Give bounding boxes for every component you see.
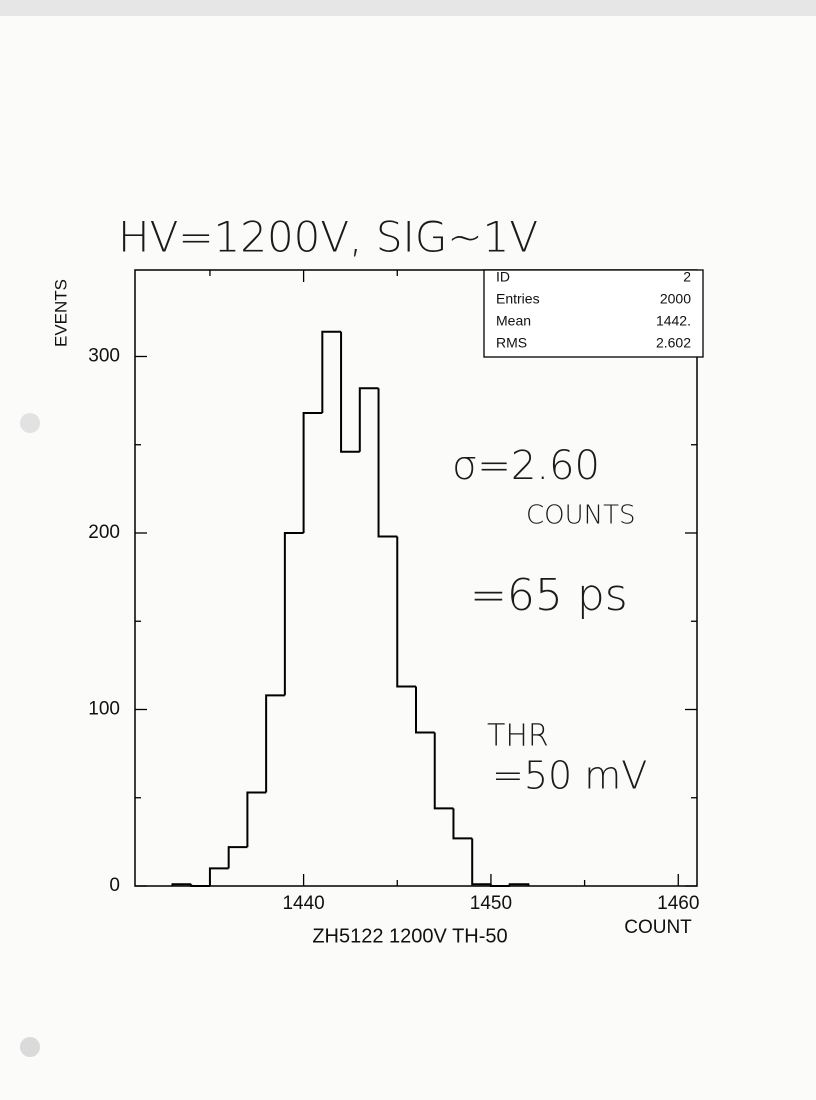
stats-label: ID	[496, 269, 510, 285]
histogram-bin	[283, 531, 304, 696]
histogram-bin	[265, 694, 285, 793]
stats-value: 2000	[660, 291, 691, 307]
histogram-bin	[190, 884, 210, 887]
histogram-bin	[227, 846, 248, 869]
stats-value: 1442.	[656, 313, 691, 329]
handwritten-note: σ=2.60	[452, 443, 600, 489]
handwritten-note: HV=1200V, SIG~1V	[118, 213, 538, 262]
histogram-bin	[489, 884, 510, 887]
histogram-bin	[358, 387, 379, 452]
x-axis-label: COUNT	[624, 917, 692, 938]
scan-edge	[0, 0, 816, 16]
stats-label: Mean	[496, 313, 531, 329]
stats-label: RMS	[496, 335, 527, 351]
punch-hole	[20, 1037, 40, 1057]
stats-value: 2.602	[656, 335, 691, 351]
handwritten-note: COUNTS	[526, 501, 635, 531]
x-tick-label: 1450	[470, 893, 512, 914]
y-tick-label: 100	[88, 699, 120, 720]
x-tick-label: 1460	[657, 893, 699, 914]
histogram-bin	[508, 883, 530, 886]
handwritten-note: =65 ps	[470, 570, 628, 621]
punch-hole	[20, 413, 40, 433]
handwritten-note: =50 mV	[492, 754, 647, 798]
plot-frame	[134, 269, 698, 887]
histogram-bin	[433, 732, 454, 810]
histogram-bin	[208, 867, 229, 886]
histogram-bin	[377, 388, 398, 538]
histogram-bin	[396, 536, 416, 688]
y-tick-label: 0	[109, 875, 120, 896]
handwritten-note: THR	[487, 719, 549, 754]
histogram-bin	[171, 883, 192, 886]
stats-value: 2	[683, 269, 691, 285]
histogram-bin	[415, 686, 435, 734]
histogram-bin	[246, 791, 267, 848]
x-tick-label: 1440	[282, 893, 324, 914]
histogram-bin	[471, 838, 491, 886]
y-tick-label: 300	[88, 346, 120, 367]
stats-box	[483, 269, 704, 358]
chart-title: ZH5122 1200V TH-50	[312, 925, 507, 947]
histogram-bin	[340, 331, 360, 453]
histogram-bin	[452, 808, 473, 840]
stats-label: Entries	[496, 291, 540, 307]
histogram-bin	[302, 411, 323, 533]
y-axis-label: EVENTS	[51, 279, 70, 347]
histogram-bin	[321, 330, 342, 413]
y-tick-label: 200	[88, 522, 120, 543]
